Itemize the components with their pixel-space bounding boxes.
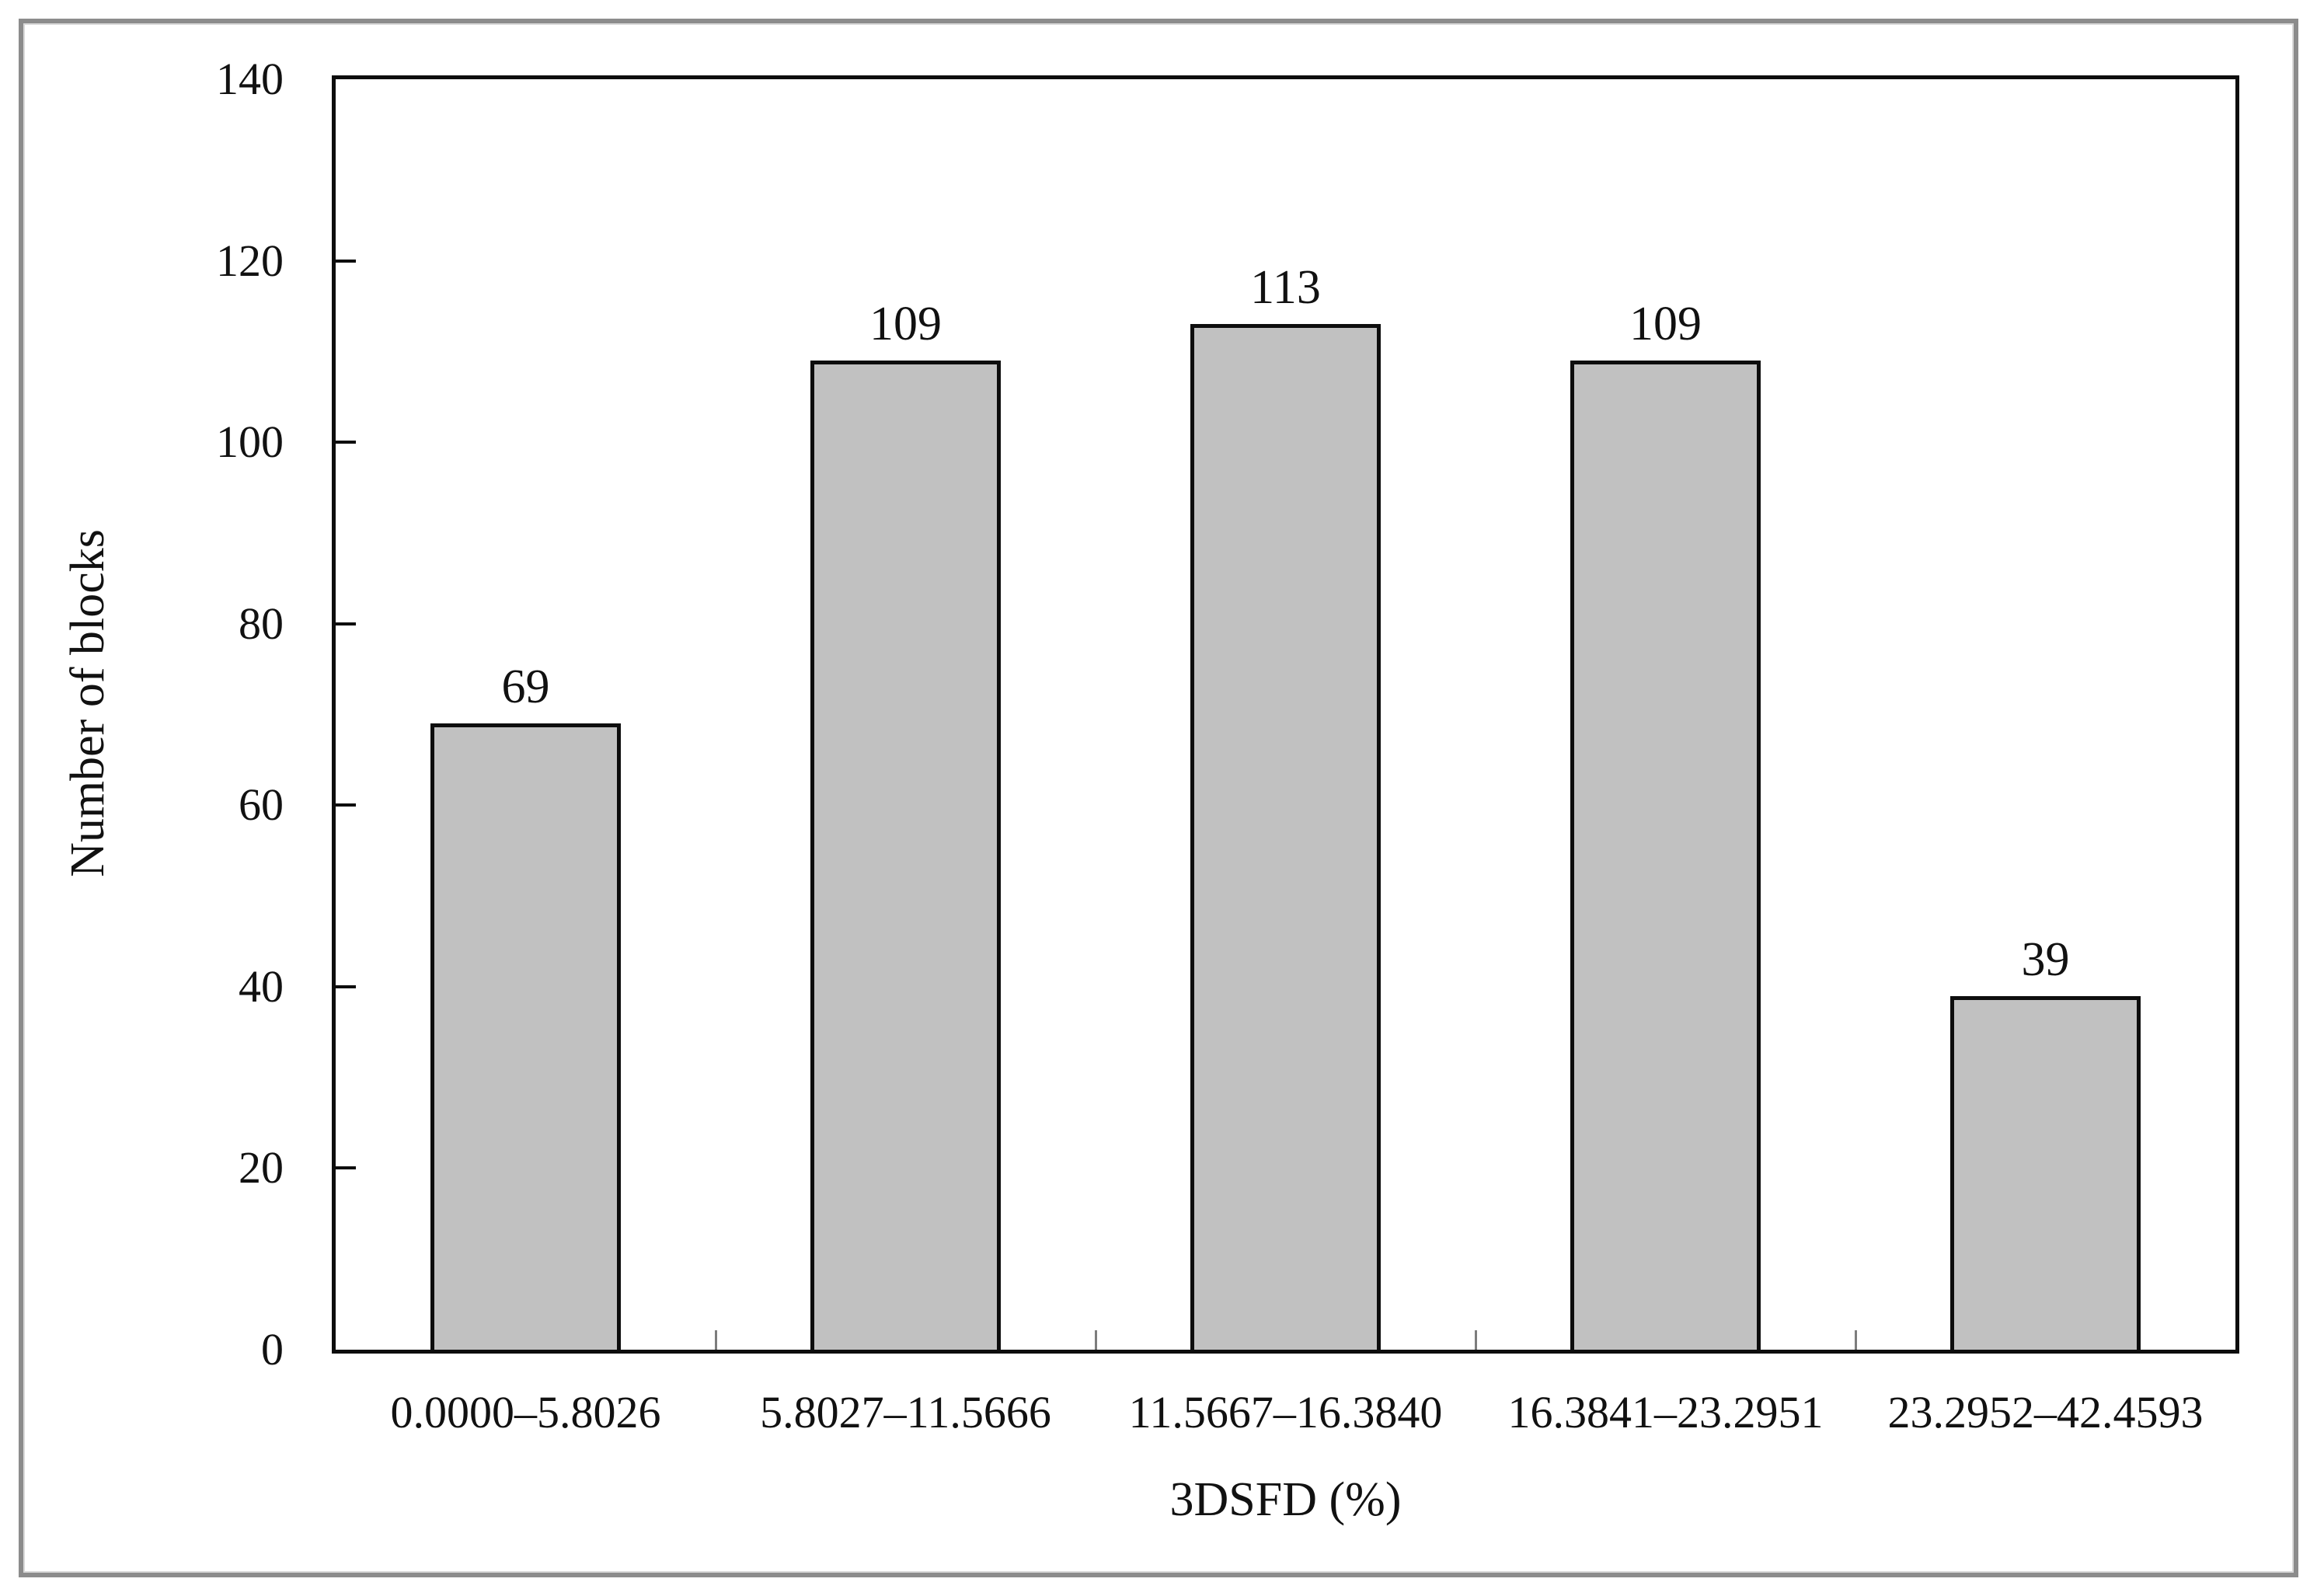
axis-ticks-layer	[336, 79, 2235, 1350]
y-tick-label: 100	[216, 416, 284, 468]
y-tick-mark	[336, 984, 356, 988]
x-axis-title: 3DSFD (%)	[1169, 1473, 1402, 1526]
y-tick-label: 40	[239, 960, 284, 1012]
x-boundary-tick	[1854, 1330, 1857, 1350]
y-tick-mark	[336, 259, 356, 263]
y-tick-label: 80	[239, 598, 284, 649]
x-category-label: 5.8027–11.5666	[760, 1387, 1051, 1437]
x-boundary-tick	[1474, 1330, 1477, 1350]
y-axis-title: Number of blocks	[61, 529, 114, 877]
x-category-label: 11.5667–16.3840	[1128, 1387, 1443, 1437]
x-category-label: 0.0000–5.8026	[390, 1387, 661, 1437]
bar-value-label: 113	[1250, 261, 1321, 315]
bar	[810, 361, 1001, 1350]
bar-value-label: 109	[869, 298, 942, 351]
x-category-label: 23.2952–42.4593	[1887, 1387, 2204, 1437]
y-tick-label: 140	[216, 54, 284, 104]
bar	[1190, 324, 1381, 1350]
bar	[430, 723, 621, 1350]
y-tick-mark	[336, 622, 356, 626]
y-tick-label: 120	[216, 235, 284, 286]
bar	[1570, 361, 1761, 1350]
bar-value-label: 109	[1629, 298, 1702, 351]
x-boundary-tick	[714, 1330, 717, 1350]
y-tick-label: 0	[261, 1324, 284, 1375]
bars-layer: 69 109 113 109 39	[336, 79, 2235, 1350]
x-boundary-tick	[1094, 1330, 1097, 1350]
y-tick-mark	[336, 441, 356, 444]
bar-value-label: 39	[2021, 932, 2070, 986]
x-category-label: 16.3841–23.2951	[1507, 1387, 1824, 1437]
bar-value-label: 69	[501, 660, 550, 714]
page-border-frame	[19, 19, 2298, 1577]
y-tick-label: 60	[239, 779, 284, 831]
y-tick-mark	[336, 1166, 356, 1170]
y-tick-label: 20	[239, 1142, 284, 1194]
x-axis-tick-labels: 0.0000–5.8026 5.8027–11.5666 11.5667–16.38…	[336, 1388, 2235, 1437]
y-tick-mark	[336, 803, 356, 807]
bar	[1950, 995, 2141, 1350]
